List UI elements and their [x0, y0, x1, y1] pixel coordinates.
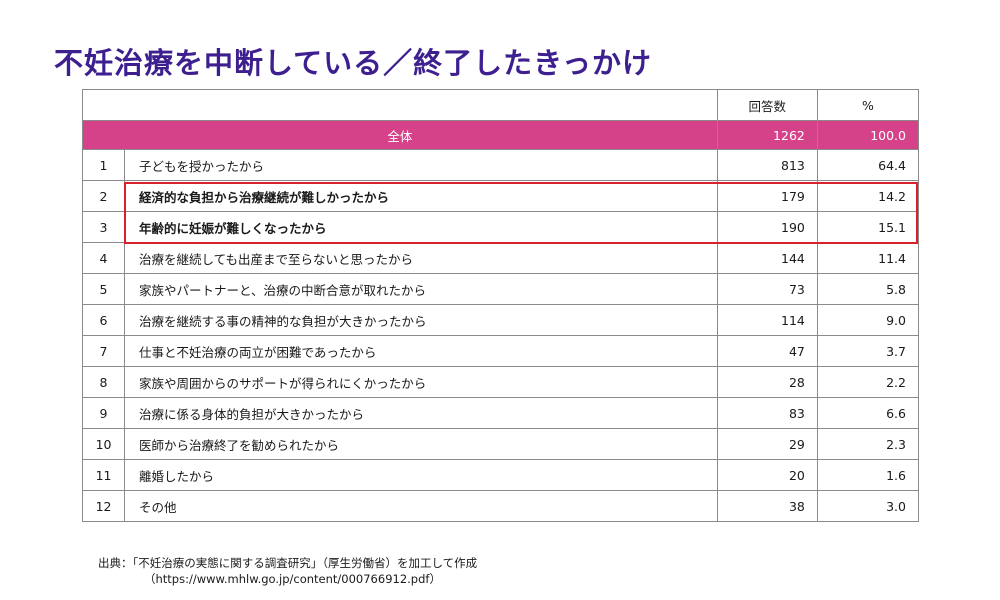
row-label: その他 [124, 490, 718, 522]
row-percent: 9.0 [816, 304, 920, 336]
row-number: 7 [81, 335, 126, 367]
table-row: 4 治療を継続しても出産まで至らないと思ったから 144 11.4 [81, 242, 920, 274]
row-percent: 2.3 [816, 428, 920, 460]
row-number: 9 [81, 397, 126, 429]
header-percent: % [816, 89, 920, 121]
row-label: 家族やパートナーと、治療の中断合意が取れたから [124, 273, 718, 305]
row-number: 8 [81, 366, 126, 398]
table-row: 11 離婚したから 20 1.6 [81, 459, 920, 491]
table-row: 3 年齢的に妊娠が難しくなったから 190 15.1 [81, 211, 920, 243]
table-row: 1 子どもを授かったから 813 64.4 [81, 149, 920, 181]
row-number: 6 [81, 304, 126, 336]
source-line-1: 出典：「不妊治療の実態に関する調査研究」（厚生労働省）を加工して作成 [98, 556, 478, 570]
row-percent: 15.1 [816, 211, 920, 243]
row-percent: 14.2 [816, 180, 920, 212]
row-label: 年齢的に妊娠が難しくなったから [124, 211, 718, 243]
row-label: 子どもを授かったから [124, 149, 718, 181]
row-number: 2 [81, 180, 126, 212]
total-percent: 100.0 [816, 120, 920, 150]
survey-table: 回答数 % 全体 1262 100.0 1 子どもを授かったから 813 64.4 2 経… [81, 89, 920, 522]
row-label: 経済的な負担から治療継続が難しかったから [124, 180, 718, 212]
row-label: 治療を継続する事の精神的な負担が大きかったから [124, 304, 718, 336]
row-percent: 3.7 [816, 335, 920, 367]
table-row: 8 家族や周囲からのサポートが得られにくかったから 28 2.2 [81, 366, 920, 398]
table-row: 10 医師から治療終了を勧められたから 29 2.3 [81, 428, 920, 460]
row-count: 813 [716, 149, 818, 181]
row-percent: 2.2 [816, 366, 920, 398]
row-count: 144 [716, 242, 818, 274]
row-count: 29 [716, 428, 818, 460]
row-label: 家族や周囲からのサポートが得られにくかったから [124, 366, 718, 398]
row-label: 治療を継続しても出産まで至らないと思ったから [124, 242, 718, 274]
row-count: 20 [716, 459, 818, 491]
row-percent: 64.4 [816, 149, 920, 181]
row-count: 73 [716, 273, 818, 305]
row-count: 47 [716, 335, 818, 367]
row-count: 190 [716, 211, 818, 243]
total-count: 1262 [716, 120, 818, 150]
table-row: 5 家族やパートナーと、治療の中断合意が取れたから 73 5.8 [81, 273, 920, 305]
row-number: 3 [81, 211, 126, 243]
row-label: 医師から治療終了を勧められたから [124, 428, 718, 460]
header-blank-cell [82, 89, 718, 121]
row-number: 1 [81, 149, 126, 181]
row-percent: 11.4 [816, 242, 920, 274]
row-count: 114 [716, 304, 818, 336]
row-number: 4 [81, 242, 126, 274]
source-note: 出典：「不妊治療の実態に関する調査研究」（厚生労働省）を加工して作成 （http… [98, 555, 477, 587]
row-count: 28 [716, 366, 818, 398]
row-number: 10 [81, 428, 126, 460]
row-percent: 6.6 [816, 397, 920, 429]
row-label: 仕事と不妊治療の両立が困難であったから [124, 335, 718, 367]
row-number: 12 [81, 490, 126, 522]
table-row: 7 仕事と不妊治療の両立が困難であったから 47 3.7 [81, 335, 920, 367]
page-title: 不妊治療を中断している／終了したきっかけ [54, 46, 652, 80]
table-row: 9 治療に係る身体的負担が大きかったから 83 6.6 [81, 397, 920, 429]
row-number: 5 [81, 273, 126, 305]
source-line-2: （https://www.mhlw.go.jp/content/00076691… [144, 572, 441, 586]
header-row: 回答数 % [82, 89, 920, 121]
header-count: 回答数 [716, 89, 818, 121]
total-label: 全体 [82, 120, 718, 150]
row-label: 治療に係る身体的負担が大きかったから [124, 397, 718, 429]
survey-table-container: 回答数 % 全体 1262 100.0 1 子どもを授かったから 813 64.4 2 経… [81, 89, 920, 522]
total-row: 全体 1262 100.0 [82, 120, 920, 150]
row-percent: 1.6 [816, 459, 920, 491]
row-label: 離婚したから [124, 459, 718, 491]
table-row: 2 経済的な負担から治療継続が難しかったから 179 14.2 [81, 180, 920, 212]
row-count: 83 [716, 397, 818, 429]
table-row: 6 治療を継続する事の精神的な負担が大きかったから 114 9.0 [81, 304, 920, 336]
table-row: 12 その他 38 3.0 [81, 490, 920, 522]
row-number: 11 [81, 459, 126, 491]
row-percent: 3.0 [816, 490, 920, 522]
row-count: 179 [716, 180, 818, 212]
row-count: 38 [716, 490, 818, 522]
row-percent: 5.8 [816, 273, 920, 305]
